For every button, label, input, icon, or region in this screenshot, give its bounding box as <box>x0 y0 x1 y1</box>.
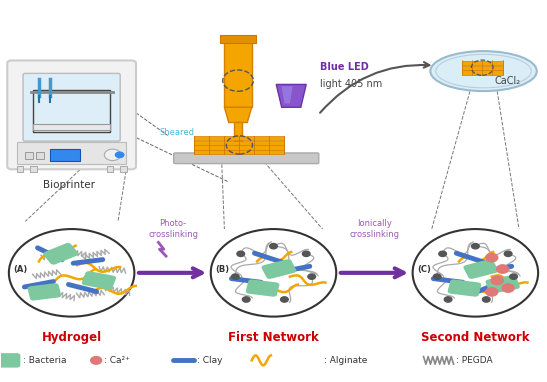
Text: Photo-
crosslinking: Photo- crosslinking <box>148 219 198 239</box>
Bar <box>462 70 503 75</box>
FancyBboxPatch shape <box>27 283 61 301</box>
Text: (C): (C) <box>417 264 431 274</box>
FancyBboxPatch shape <box>43 243 78 265</box>
Text: : Ca²⁺: : Ca²⁺ <box>104 356 130 365</box>
Bar <box>107 166 113 172</box>
Text: : Alginate: : Alginate <box>324 356 367 365</box>
Text: CaCl₂: CaCl₂ <box>494 76 521 86</box>
Circle shape <box>91 356 102 364</box>
Polygon shape <box>224 107 252 123</box>
FancyBboxPatch shape <box>0 353 20 367</box>
FancyBboxPatch shape <box>486 275 520 293</box>
FancyBboxPatch shape <box>7 60 136 169</box>
Text: Hydrogel: Hydrogel <box>42 331 102 344</box>
Ellipse shape <box>430 51 537 91</box>
Circle shape <box>115 151 125 158</box>
Text: First Network: First Network <box>228 331 319 344</box>
Circle shape <box>491 276 503 285</box>
Circle shape <box>242 297 250 302</box>
FancyBboxPatch shape <box>261 259 296 279</box>
Circle shape <box>504 251 512 256</box>
Circle shape <box>439 251 446 256</box>
Circle shape <box>502 284 514 292</box>
Text: Ionically
crosslinking: Ionically crosslinking <box>350 219 400 239</box>
Text: : PEGDA: : PEGDA <box>456 356 493 365</box>
FancyBboxPatch shape <box>173 153 319 163</box>
Circle shape <box>302 251 310 256</box>
FancyBboxPatch shape <box>463 259 498 279</box>
Bar <box>234 123 242 149</box>
FancyBboxPatch shape <box>82 271 116 290</box>
Text: Second Network: Second Network <box>421 331 529 344</box>
Circle shape <box>9 229 135 317</box>
FancyBboxPatch shape <box>23 73 120 141</box>
Bar <box>36 152 44 159</box>
Bar <box>194 141 284 145</box>
Circle shape <box>433 274 441 279</box>
Bar <box>16 166 23 172</box>
Circle shape <box>211 229 336 317</box>
Bar <box>462 61 503 65</box>
Circle shape <box>237 251 245 256</box>
Bar <box>194 150 284 154</box>
Text: (A): (A) <box>13 264 27 274</box>
Circle shape <box>231 274 239 279</box>
Bar <box>30 166 37 172</box>
Bar <box>120 166 127 172</box>
Text: : Bacteria: : Bacteria <box>22 356 66 365</box>
Circle shape <box>486 288 498 296</box>
Circle shape <box>472 243 479 249</box>
Text: Bioprinter: Bioprinter <box>43 180 95 190</box>
Bar <box>194 145 284 149</box>
Text: (B): (B) <box>215 264 229 274</box>
Circle shape <box>497 265 509 273</box>
Bar <box>224 39 252 107</box>
Bar <box>220 35 256 42</box>
Bar <box>50 149 80 160</box>
Circle shape <box>412 229 538 317</box>
Bar <box>17 141 126 164</box>
Text: Blue LED: Blue LED <box>320 62 369 72</box>
FancyBboxPatch shape <box>246 279 280 297</box>
Circle shape <box>486 253 498 262</box>
Polygon shape <box>282 86 293 104</box>
Circle shape <box>104 149 121 160</box>
Polygon shape <box>276 84 306 107</box>
Circle shape <box>482 297 490 302</box>
Circle shape <box>270 243 277 249</box>
Bar <box>33 125 110 130</box>
Circle shape <box>308 274 316 279</box>
Text: light 405 nm: light 405 nm <box>320 79 382 89</box>
Bar <box>194 136 284 140</box>
FancyBboxPatch shape <box>447 279 481 297</box>
Circle shape <box>444 297 452 302</box>
Bar <box>33 90 110 132</box>
Circle shape <box>510 274 517 279</box>
Text: : Clay: : Clay <box>197 356 223 365</box>
Bar <box>462 66 503 70</box>
Text: Sheared: Sheared <box>159 128 194 136</box>
Bar <box>25 152 33 159</box>
Circle shape <box>281 297 288 302</box>
